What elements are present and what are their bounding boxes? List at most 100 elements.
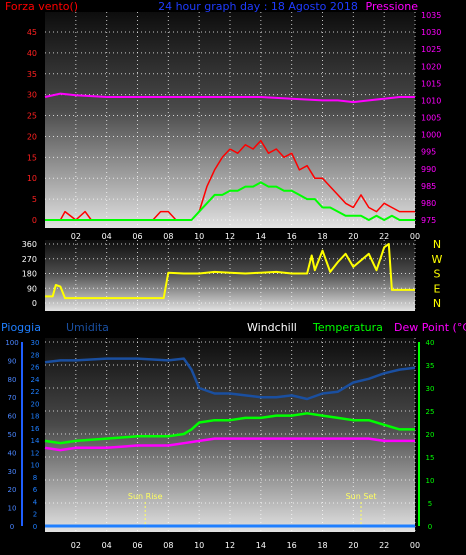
tick-label-x: 08 bbox=[163, 541, 173, 550]
tick-label-left: 25 bbox=[27, 112, 37, 121]
tick-label-left: 35 bbox=[27, 70, 37, 79]
tick-label-x: 18 bbox=[317, 232, 327, 241]
series-line bbox=[44, 357, 416, 401]
tick-label-right: 1000 bbox=[421, 131, 441, 140]
series-line bbox=[44, 92, 415, 104]
tick-label-left: 360 bbox=[22, 240, 37, 249]
tick-label-right: 15 bbox=[426, 454, 435, 462]
tick-label-left: 180 bbox=[22, 270, 37, 279]
tick-label-x: 14 bbox=[256, 232, 266, 241]
tick-label-x: 06 bbox=[132, 541, 142, 550]
sun-marker-label: Sun Set bbox=[346, 492, 377, 501]
tick-label-left: 15 bbox=[27, 153, 37, 162]
tick-label-right: 1005 bbox=[421, 114, 441, 123]
tick-label-x: 00 bbox=[410, 232, 420, 241]
tick-label-x: 18 bbox=[317, 541, 327, 550]
tick-label-right: 20 bbox=[426, 431, 435, 439]
tick-label-rain: 6 bbox=[33, 486, 38, 494]
tick-label-rain: 18 bbox=[31, 413, 40, 421]
tick-label-humidity: 90 bbox=[8, 357, 17, 365]
tick-label-x: 22 bbox=[379, 541, 389, 550]
tick-label-x: 16 bbox=[287, 541, 297, 550]
tick-label-x: 20 bbox=[348, 232, 358, 241]
tick-label-rain: 8 bbox=[33, 474, 37, 482]
tick-label-humidity: 40 bbox=[8, 449, 17, 457]
tick-label-left: 20 bbox=[27, 132, 37, 141]
tick-label-right: 995 bbox=[421, 148, 436, 157]
tick-label-left: 270 bbox=[22, 255, 37, 264]
tick-label-rain: 22 bbox=[31, 388, 40, 396]
tick-label-left: 0 bbox=[32, 299, 37, 308]
tick-label-humidity: 20 bbox=[8, 486, 17, 494]
tick-label-right: 40 bbox=[426, 339, 435, 347]
tick-label-right: 1030 bbox=[421, 28, 441, 37]
tick-label-rain: 14 bbox=[31, 437, 40, 445]
tick-label-x: 04 bbox=[102, 232, 112, 241]
tick-label-right: 1020 bbox=[421, 62, 441, 71]
tick-label-x: 04 bbox=[102, 541, 112, 550]
tick-label-x: 08 bbox=[163, 232, 173, 241]
series-line bbox=[45, 243, 415, 300]
tick-label-x: 10 bbox=[194, 232, 204, 241]
legend-item: Dew Point (°C) bbox=[394, 321, 466, 334]
tick-label-right: 990 bbox=[421, 165, 436, 174]
legend-item: Pioggia bbox=[1, 321, 41, 334]
compass-label: W bbox=[432, 253, 443, 266]
series-line bbox=[44, 437, 415, 452]
tick-label-left: 40 bbox=[27, 49, 37, 58]
compass-label: N bbox=[433, 297, 441, 310]
axis-label-left: Forza vento() bbox=[5, 0, 78, 13]
tick-label-right: 35 bbox=[426, 362, 435, 370]
tick-label-rain: 20 bbox=[31, 400, 40, 408]
series-line bbox=[45, 181, 415, 221]
tick-label-x: 20 bbox=[348, 541, 358, 550]
tick-label-humidity: 50 bbox=[8, 431, 17, 439]
tick-label-humidity: 60 bbox=[8, 413, 17, 421]
tick-label-left: 5 bbox=[32, 195, 37, 204]
tick-label-right: 980 bbox=[421, 199, 436, 208]
tick-label-rain: 26 bbox=[31, 364, 40, 372]
tick-label-x: 02 bbox=[71, 232, 81, 241]
tick-label-rain: 28 bbox=[31, 351, 40, 359]
compass-label: N bbox=[433, 238, 441, 251]
tick-label-right: 985 bbox=[421, 182, 436, 191]
tick-label-humidity: 100 bbox=[5, 339, 18, 347]
legend-item: Windchill bbox=[247, 321, 297, 334]
tick-label-rain: 10 bbox=[31, 462, 40, 470]
tick-label-rain: 12 bbox=[31, 449, 40, 457]
legend-item: Umidita bbox=[66, 321, 109, 334]
tick-label-right: 1025 bbox=[421, 45, 441, 54]
tick-label-left: 90 bbox=[27, 284, 37, 293]
tick-label-x: 22 bbox=[379, 232, 389, 241]
sun-marker-label: Sun Rise bbox=[128, 492, 163, 501]
compass-label: S bbox=[434, 268, 441, 281]
tick-label-humidity: 10 bbox=[8, 505, 17, 513]
tick-label-rain: 24 bbox=[31, 376, 40, 384]
tick-label-humidity: 70 bbox=[8, 394, 17, 402]
tick-label-left: 0 bbox=[32, 216, 37, 225]
tick-label-right: 1015 bbox=[421, 79, 441, 88]
tick-label-right: 0 bbox=[428, 523, 432, 531]
tick-label-humidity: 30 bbox=[8, 468, 17, 476]
tick-label-rain: 0 bbox=[33, 523, 37, 531]
tick-label-x: 06 bbox=[132, 232, 142, 241]
tick-label-rain: 4 bbox=[33, 498, 38, 506]
axis-label-right: Pressione bbox=[366, 0, 419, 13]
tick-label-x: 12 bbox=[225, 541, 235, 550]
tick-label-right: 1010 bbox=[421, 96, 441, 105]
tick-label-x: 00 bbox=[410, 541, 420, 550]
chart-title: 24 hour graph day : 18 Agosto 2018 bbox=[158, 0, 358, 13]
tick-label-right: 30 bbox=[426, 385, 435, 393]
tick-label-right: 10 bbox=[426, 477, 435, 485]
tick-label-rain: 2 bbox=[33, 511, 37, 519]
tick-label-humidity: 0 bbox=[10, 523, 14, 531]
tick-label-right: 1035 bbox=[421, 11, 441, 20]
tick-label-x: 16 bbox=[287, 232, 297, 241]
tick-label-left: 45 bbox=[27, 28, 37, 37]
tick-label-rain: 30 bbox=[31, 339, 40, 347]
tick-label-right: 975 bbox=[421, 216, 436, 225]
tick-label-right: 5 bbox=[428, 500, 432, 508]
tick-label-x: 10 bbox=[194, 541, 204, 550]
tick-label-x: 02 bbox=[71, 541, 81, 550]
